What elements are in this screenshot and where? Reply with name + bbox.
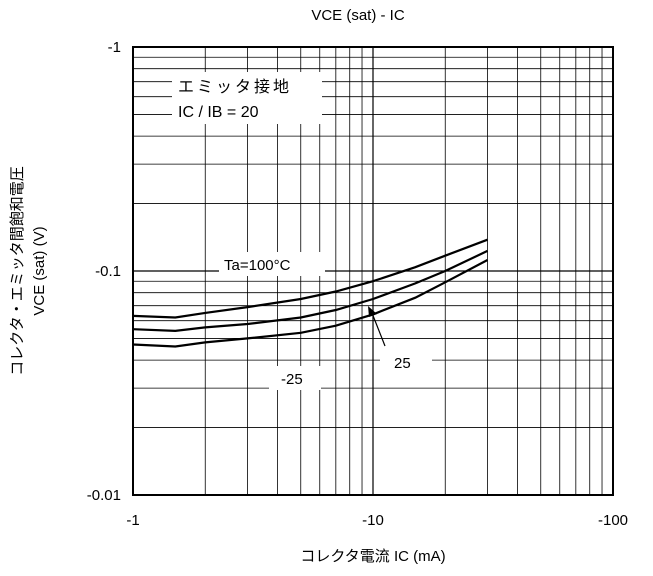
x-tick-label: -100 bbox=[598, 512, 628, 529]
plot-frame bbox=[132, 46, 614, 496]
series-layer bbox=[132, 238, 489, 348]
x-tick-labels: -1 -10 -100 bbox=[126, 512, 628, 529]
annotation-leader bbox=[371, 312, 386, 347]
annotation-bg bbox=[380, 350, 432, 374]
x-tick-label: -10 bbox=[362, 512, 384, 529]
conditions-box: エミッタ接地 IC / IB = 20 bbox=[172, 72, 322, 124]
series-line-2 bbox=[132, 259, 489, 348]
series-line-1 bbox=[132, 249, 488, 333]
x-tick-label: -1 bbox=[126, 512, 139, 529]
annotation-arrowhead bbox=[368, 306, 377, 317]
annotation-bg bbox=[219, 252, 325, 276]
annotation-minus-25: -25 bbox=[281, 371, 303, 388]
y-axis-label-line2: VCE (sat) (V) bbox=[31, 226, 48, 315]
chart-title: VCE (sat) - IC bbox=[311, 7, 405, 24]
annotation-25: 25 bbox=[394, 355, 411, 372]
series-line-0 bbox=[132, 238, 488, 319]
y-tick-labels: -1 -0.1 -0.01 bbox=[87, 39, 121, 504]
condition-emitter-grounded: エミッタ接地 bbox=[178, 78, 292, 96]
y-tick-label: -0.1 bbox=[95, 263, 121, 280]
series-annotations: Ta=100°C 25 -25 bbox=[219, 252, 432, 390]
y-tick-label: -1 bbox=[108, 39, 121, 56]
y-tick-label: -0.01 bbox=[87, 487, 121, 504]
annotation-ta-100: Ta=100°C bbox=[224, 257, 291, 274]
annotation-bg bbox=[269, 366, 321, 390]
y-axis-label-line1: コレクタ・エミッタ間飽和電圧 bbox=[9, 166, 26, 375]
condition-ic-ib-ratio: IC / IB = 20 bbox=[178, 104, 259, 121]
conditions-background bbox=[172, 72, 322, 124]
x-axis-label: コレクタ電流 IC (mA) bbox=[300, 548, 445, 565]
